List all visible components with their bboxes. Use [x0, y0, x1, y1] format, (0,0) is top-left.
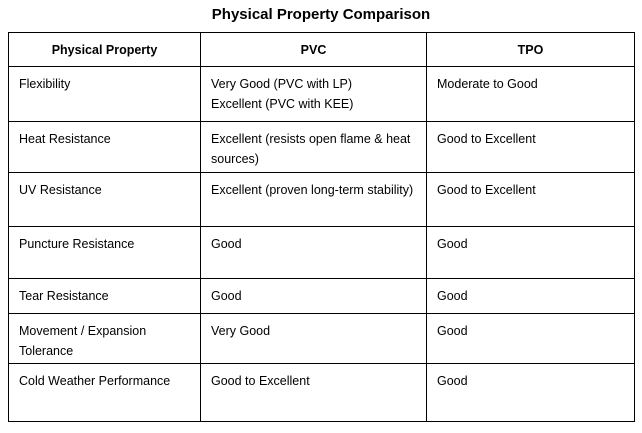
table-row-movement-expansion-tolerance: Movement / Expansion Tolerance Very Good…	[8, 313, 635, 364]
column-header-pvc: PVC	[200, 32, 427, 67]
tpo-cell: Good	[426, 363, 635, 422]
table-row-puncture-resistance: Puncture Resistance Good Good	[8, 226, 635, 279]
property-cell: Tear Resistance	[8, 278, 201, 314]
tpo-cell: Good	[426, 278, 635, 314]
property-cell: Cold Weather Performance	[8, 363, 201, 422]
table-row-heat-resistance: Heat Resistance Excellent (resists open …	[8, 121, 635, 173]
table-row-flexibility: Flexibility Very Good (PVC with LP) Exce…	[8, 66, 635, 122]
property-cell: Flexibility	[8, 66, 201, 122]
tpo-cell: Good to Excellent	[426, 121, 635, 173]
column-header-tpo: TPO	[426, 32, 635, 67]
property-cell: Movement / Expansion Tolerance	[8, 313, 201, 364]
pvc-cell: Excellent (resists open flame & heat sou…	[200, 121, 427, 173]
table-row-uv-resistance: UV Resistance Excellent (proven long-ter…	[8, 172, 635, 227]
pvc-cell: Good	[200, 278, 427, 314]
tpo-cell: Good	[426, 226, 635, 279]
page-title: Physical Property Comparison	[211, 6, 431, 23]
table-row-tear-resistance: Tear Resistance Good Good	[8, 278, 635, 314]
pvc-cell: Good to Excellent	[200, 363, 427, 422]
tpo-cell: Moderate to Good	[426, 66, 635, 122]
table-header-row: Physical Property PVC TPO	[8, 32, 635, 67]
property-cell: Puncture Resistance	[8, 226, 201, 279]
column-header-physical-property: Physical Property	[8, 32, 201, 67]
property-cell: Heat Resistance	[8, 121, 201, 173]
tpo-cell: Good to Excellent	[426, 172, 635, 227]
pvc-cell: Very Good (PVC with LP) Excellent (PVC w…	[200, 66, 427, 122]
property-cell: UV Resistance	[8, 172, 201, 227]
table-row-cold-weather-performance: Cold Weather Performance Good to Excelle…	[8, 363, 635, 422]
pvc-cell: Very Good	[200, 313, 427, 364]
pvc-cell: Excellent (proven long-term stability)	[200, 172, 427, 227]
comparison-table: Physical Property PVC TPO Flexibility Ve…	[8, 32, 635, 422]
pvc-cell: Good	[200, 226, 427, 279]
tpo-cell: Good	[426, 313, 635, 364]
